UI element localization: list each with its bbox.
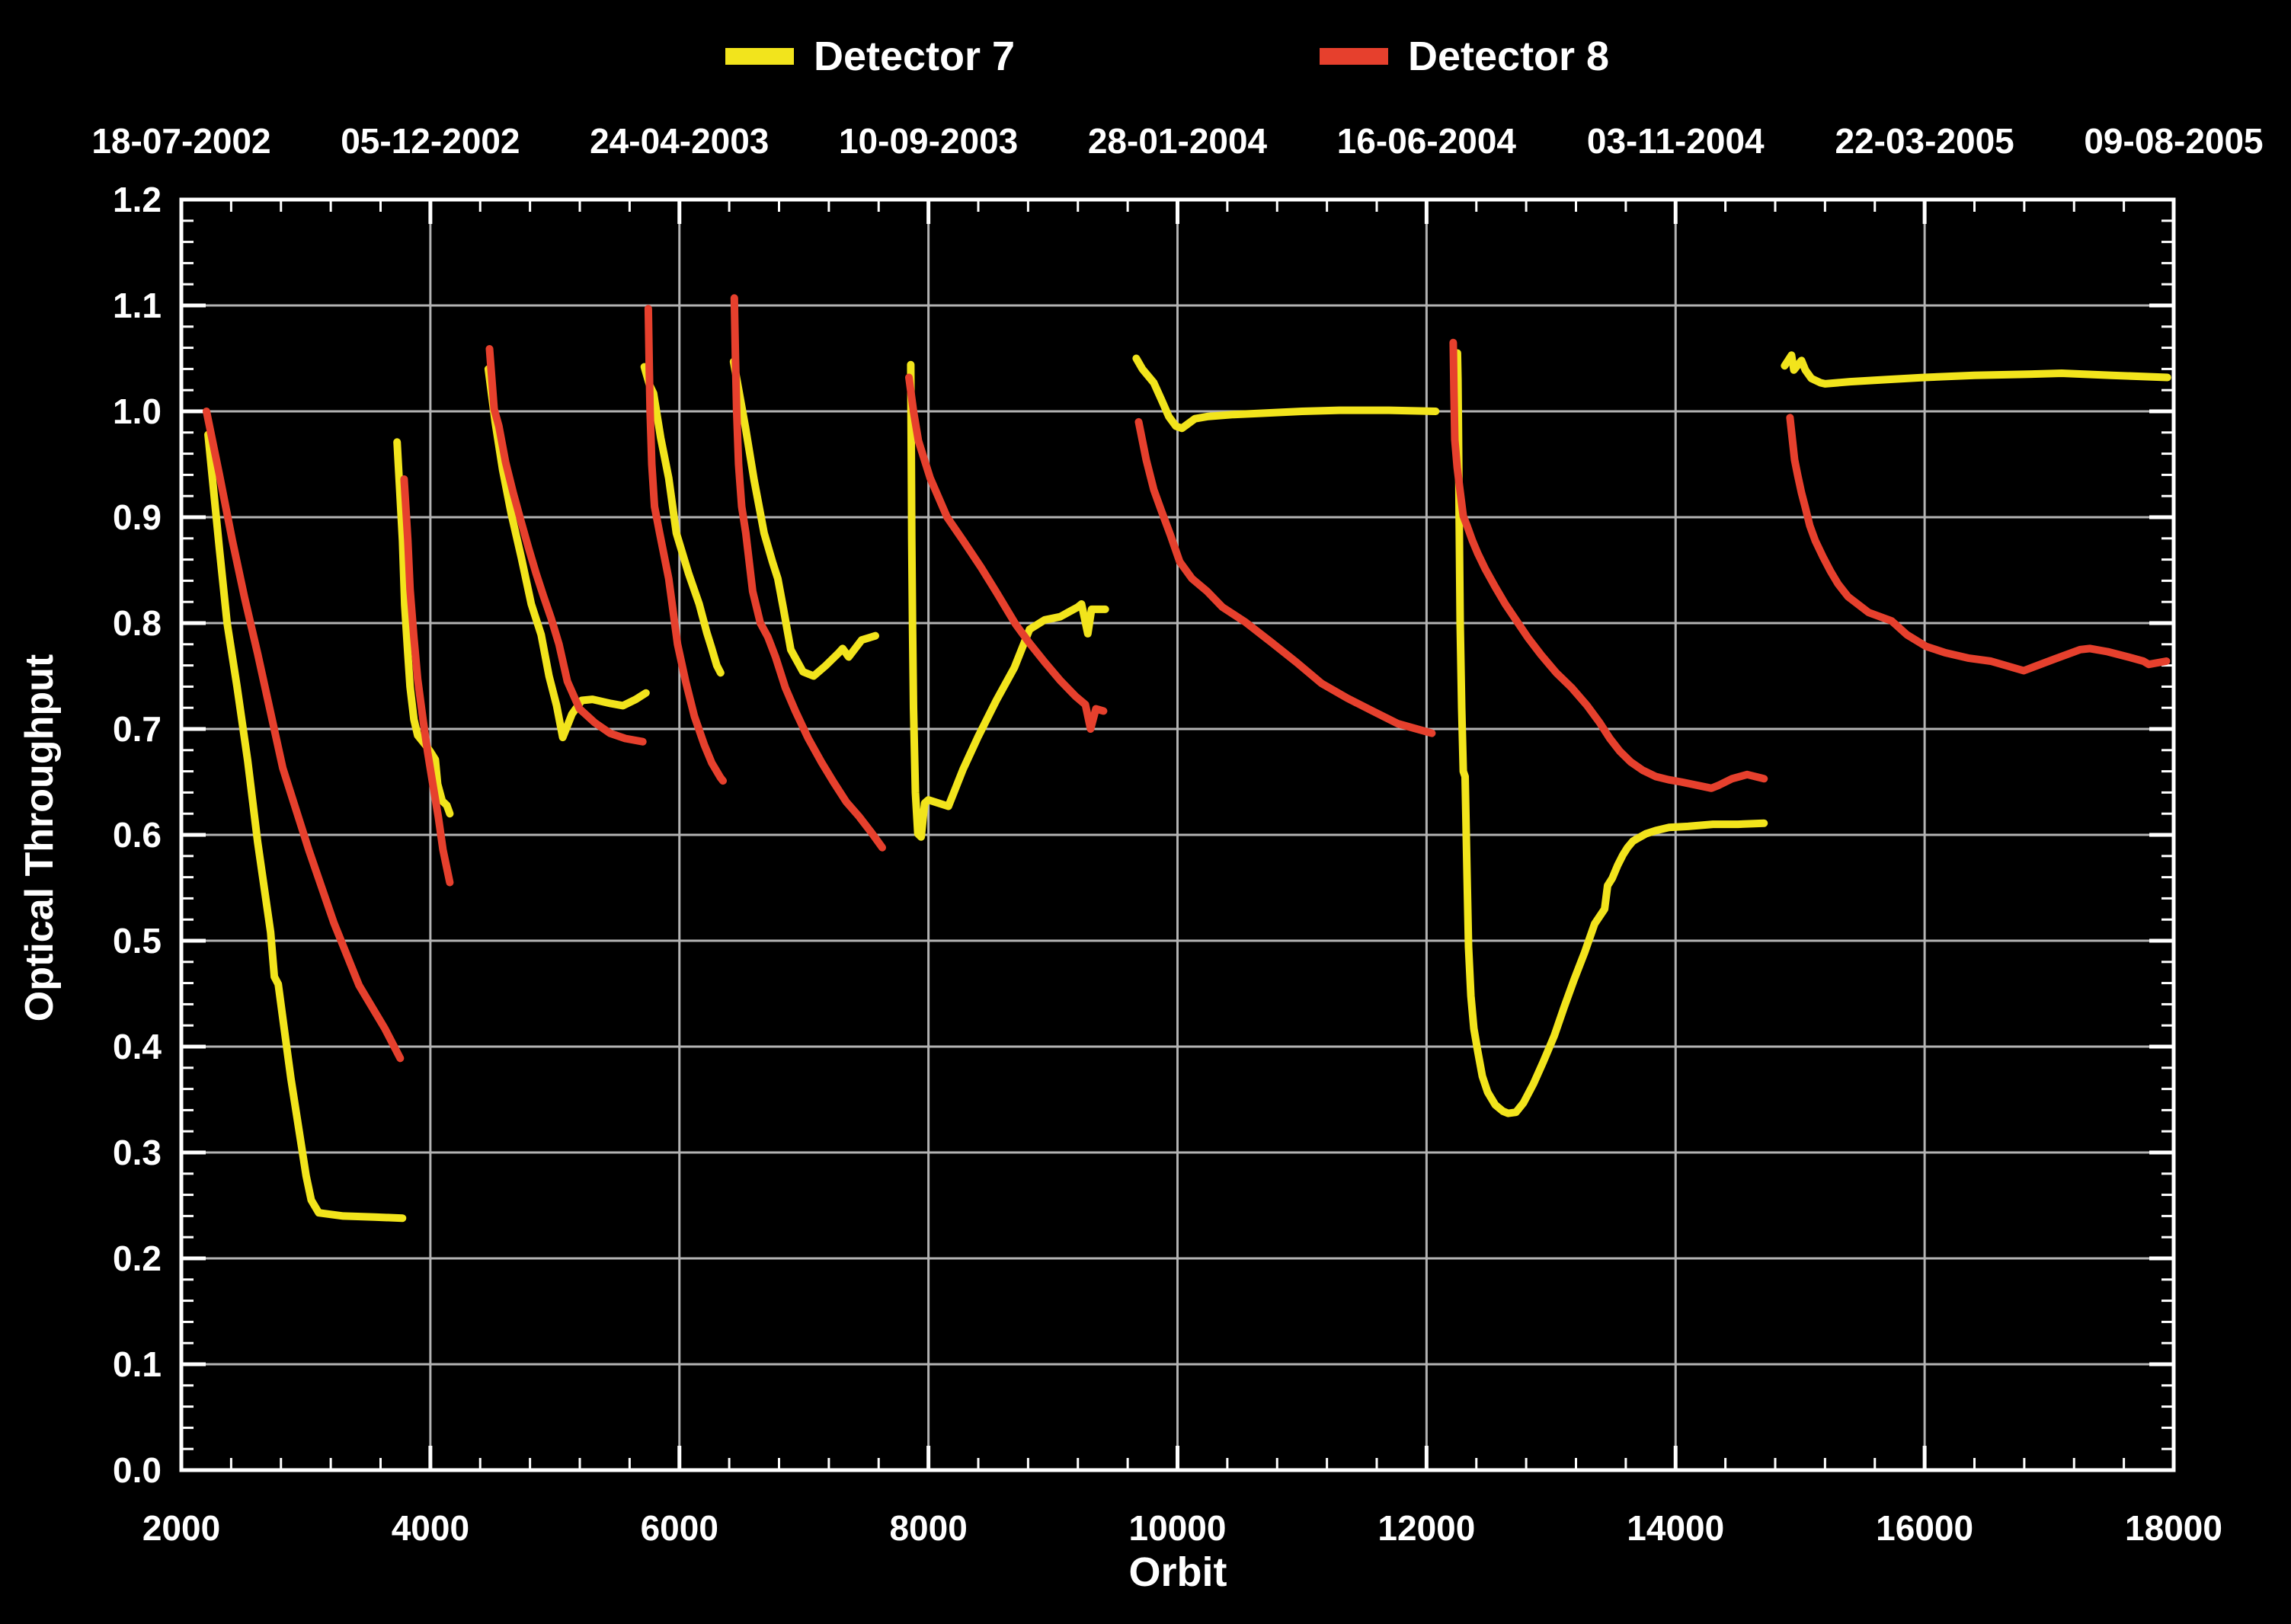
y-tick-label: 1.0 [113, 392, 162, 431]
y-tick-label: 1.2 [113, 180, 162, 219]
y-tick-label: 1.1 [113, 286, 162, 325]
x-tick-label: 8000 [889, 1508, 968, 1548]
top-date-label: 05-12-2002 [341, 121, 520, 161]
legend-label-detector-8: Detector 8 [1408, 34, 1610, 79]
y-tick-label: 0.3 [113, 1133, 162, 1172]
legend-label-detector-7: Detector 7 [814, 34, 1016, 79]
top-date-label: 03-11-2004 [1586, 121, 1765, 161]
x-tick-label: 12000 [1377, 1508, 1476, 1548]
top-date-label: 22-03-2005 [1835, 121, 2014, 161]
x-tick-label: 16000 [1876, 1508, 1974, 1548]
top-date-label: 16-06-2004 [1336, 121, 1517, 161]
y-tick-label: 0.2 [113, 1239, 162, 1278]
y-tick-label: 0.1 [113, 1344, 162, 1384]
y-tick-label: 0.5 [113, 921, 162, 961]
y-tick-label: 0.6 [113, 815, 162, 855]
legend-swatch-detector-8 [1320, 48, 1388, 65]
y-tick-label: 0.8 [113, 603, 162, 643]
x-axis-title: Orbit [1128, 1549, 1227, 1595]
legend-item-detector-7: Detector 7 [725, 34, 1015, 78]
x-tick-label: 14000 [1627, 1508, 1725, 1548]
x-tick-label: 6000 [640, 1508, 718, 1548]
y-tick-label: 0.7 [113, 709, 162, 749]
x-tick-label: 18000 [2125, 1508, 2222, 1548]
top-date-label: 28-01-2004 [1087, 121, 1268, 161]
x-tick-label: 4000 [391, 1508, 470, 1548]
top-date-label: 10-09-2003 [838, 121, 1019, 161]
top-date-label: 24-04-2003 [590, 121, 770, 161]
y-tick-label: 0.9 [113, 497, 162, 537]
legend-swatch-detector-7 [725, 48, 794, 65]
y-tick-label: 0.4 [113, 1027, 162, 1066]
x-tick-label: 10000 [1128, 1508, 1227, 1548]
y-tick-label: 0.0 [113, 1450, 162, 1490]
top-date-label: 18-07-2002 [91, 121, 271, 161]
top-date-label: 09-08-2005 [2084, 121, 2264, 161]
legend-item-detector-8: Detector 8 [1320, 34, 1609, 78]
x-tick-label: 2000 [142, 1508, 221, 1548]
